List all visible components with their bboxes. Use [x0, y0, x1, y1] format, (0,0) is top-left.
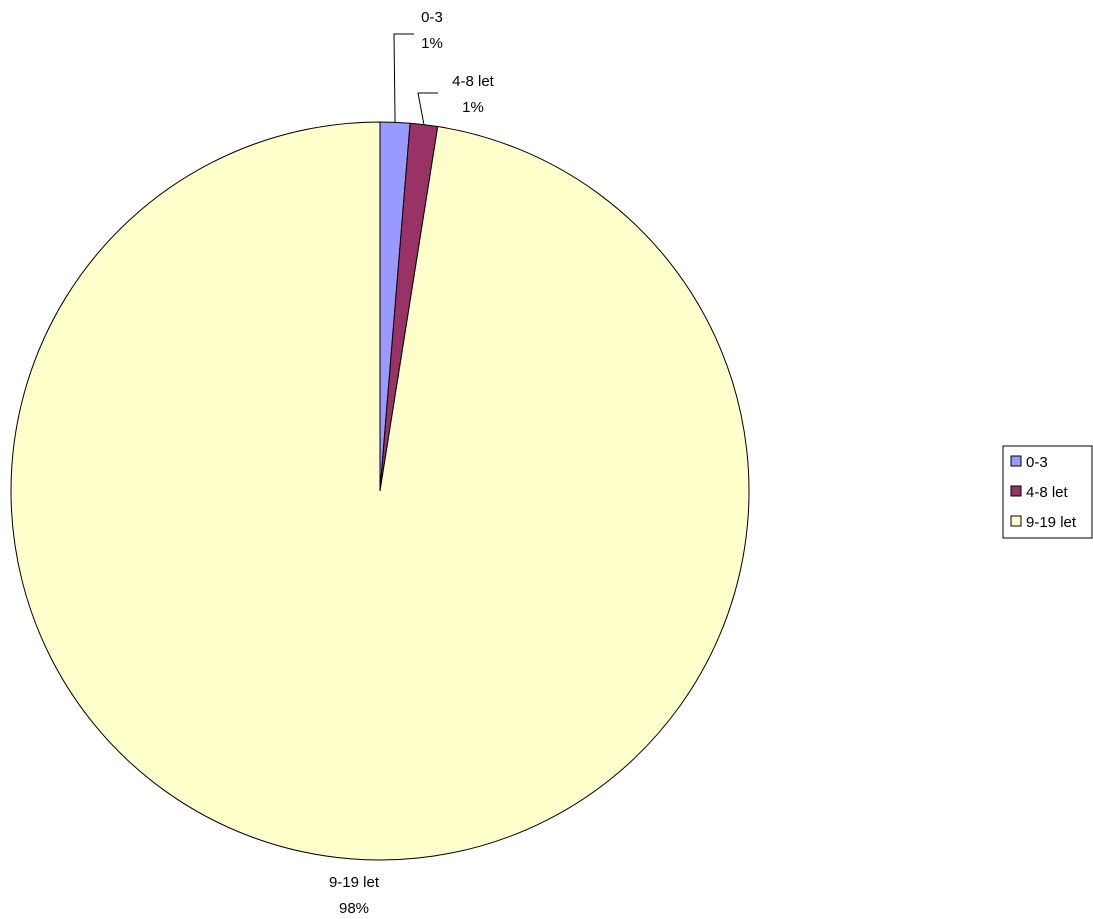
leader-line-0 — [393, 33, 414, 123]
legend-label-2: 9-19 let — [1026, 514, 1077, 531]
slice-label-name-2: 9-19 let — [329, 874, 380, 891]
slice-label-name-1: 4-8 let — [452, 73, 495, 90]
slice-label-pct-2: 98% — [339, 900, 369, 917]
slice-label-name-0: 0-3 — [421, 9, 443, 26]
legend-swatch-1 — [1010, 485, 1022, 497]
pie-slices — [10, 121, 750, 861]
leader-line-1 — [417, 92, 438, 125]
legend-label-0: 0-3 — [1026, 454, 1048, 471]
pie-slice-2 — [10, 121, 750, 861]
legend-swatch-0 — [1010, 455, 1022, 467]
legend-swatch-2 — [1010, 515, 1022, 527]
leader-lines — [393, 33, 438, 125]
slice-label-pct-1: 1% — [462, 99, 484, 116]
legend-label-1: 4-8 let — [1026, 484, 1069, 501]
slice-label-pct-0: 1% — [421, 35, 443, 52]
legend: 0-3 4-8 let 9-19 let — [1002, 445, 1093, 539]
